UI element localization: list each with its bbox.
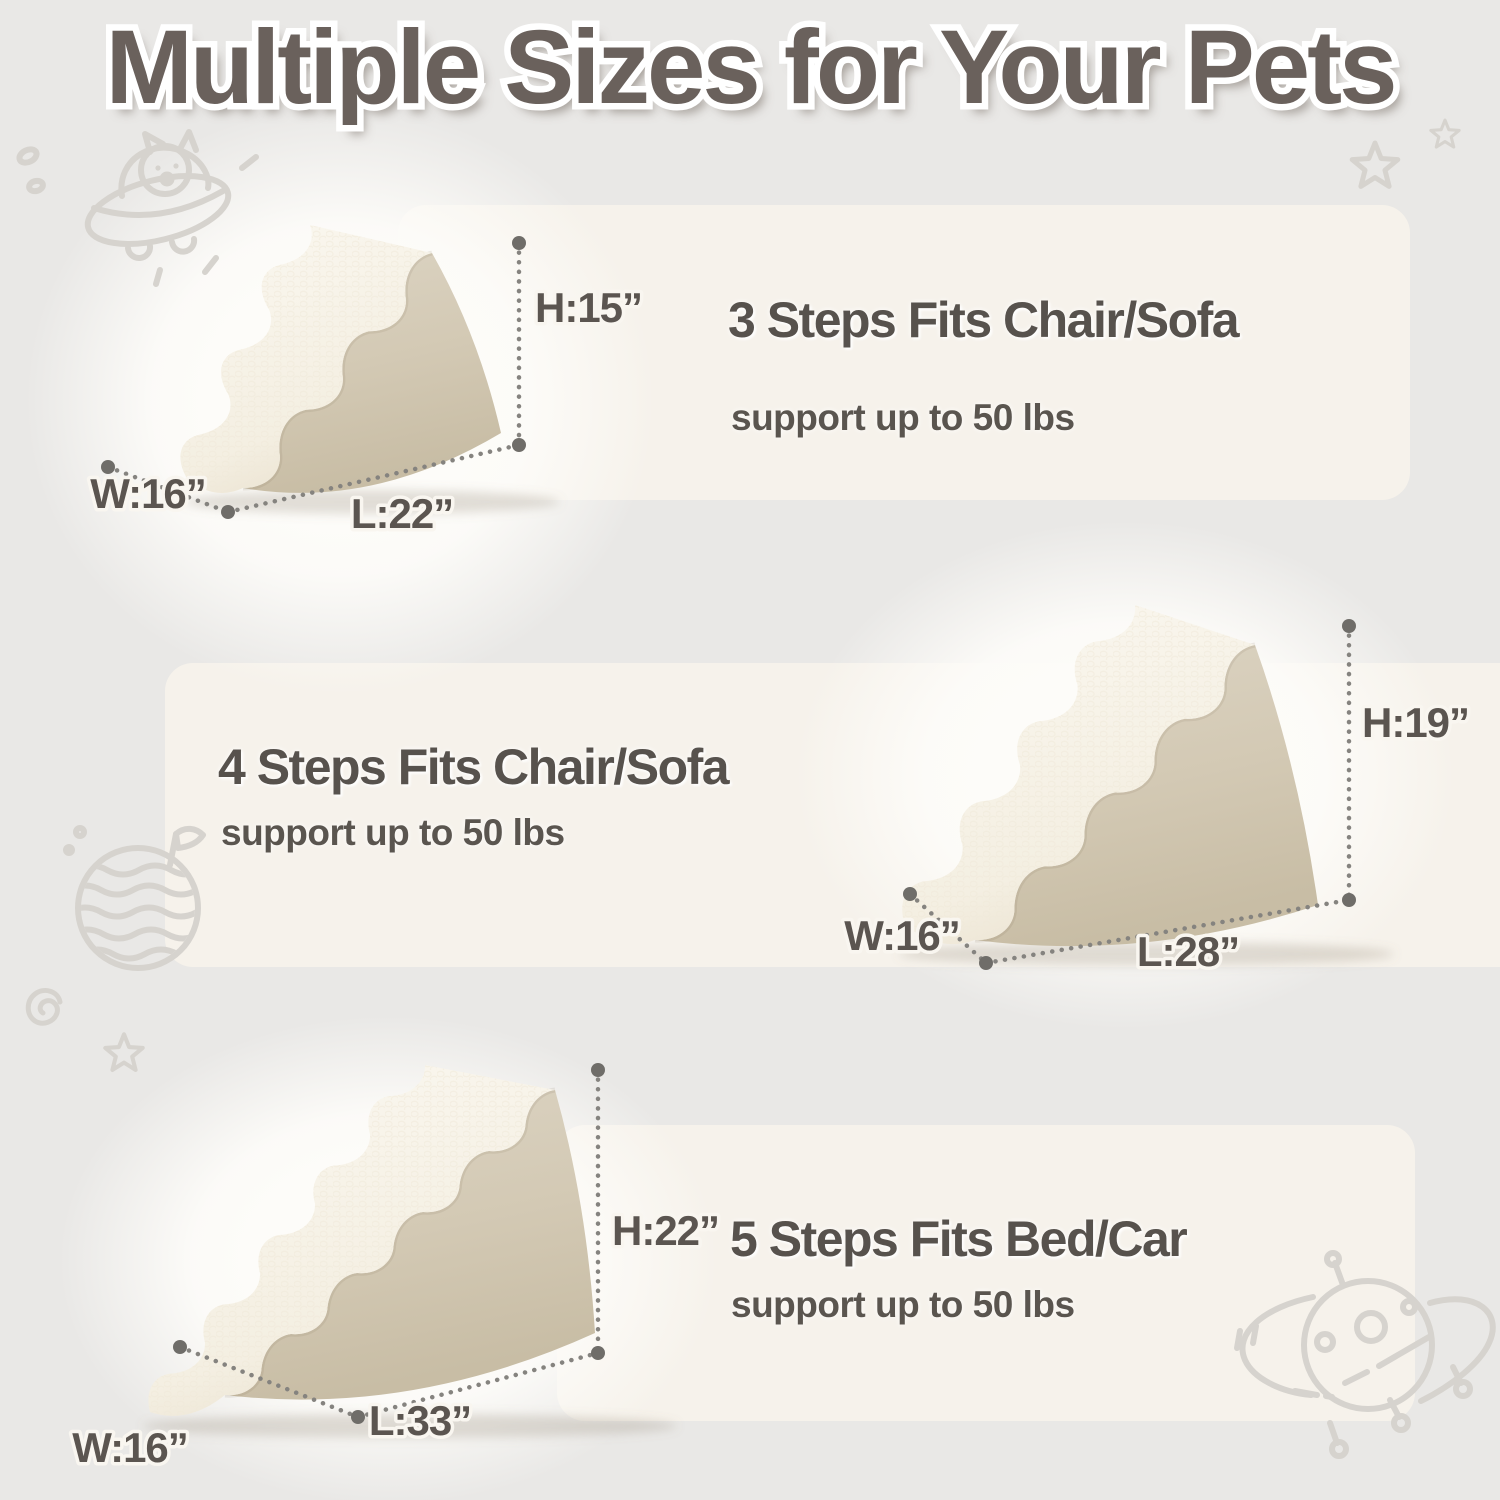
dimension-end-dot <box>173 1340 187 1354</box>
dimension-end-dot <box>1342 893 1356 907</box>
stair-side-panel <box>225 1090 595 1400</box>
cat-in-ufo-icon <box>10 108 280 293</box>
dimension-dotted-line <box>105 464 231 515</box>
height-dimension-label: H:22” <box>612 1207 719 1254</box>
stair-side-panel <box>975 645 1318 947</box>
dimension-end-dot <box>351 1410 365 1424</box>
dimension-dotted-line <box>225 442 522 515</box>
dimension-end-dot <box>512 236 526 250</box>
section-3-subtitle: support up to 50 lbs <box>731 1284 1075 1325</box>
dimension-end-dot <box>591 1346 605 1360</box>
product-illustration-5-step: H:22” L:33” W:16” <box>60 1040 740 1500</box>
dimension-dotted-line <box>907 891 989 966</box>
dimension-end-dot <box>512 438 526 452</box>
page-title-halo: Multiple Sizes for Your Pets <box>99 3 1404 133</box>
section-1-subtitle: support up to 50 lbs <box>731 397 1075 438</box>
width-dimension-label: W:16” <box>90 470 206 517</box>
width-dimension-label: W:16” <box>844 912 960 959</box>
dimension-end-dot <box>591 1063 605 1077</box>
stair-fleece-texture <box>148 1065 555 1416</box>
star-left-icon <box>100 1028 148 1076</box>
length-dimension-label: L:22” <box>351 490 453 537</box>
dimension-dotted-line <box>355 1350 601 1420</box>
length-dimension-label: L:28” <box>1137 928 1239 975</box>
stair-fleece-texture <box>180 225 432 493</box>
dimension-dotted-line <box>177 1344 361 1420</box>
stair-fleece-texture <box>902 605 1255 945</box>
height-dimension-label: H:19” <box>1362 699 1469 746</box>
section-2-heading: 4 Steps Fits Chair/Sofa <box>218 739 730 795</box>
width-dimension-label: W:16” <box>72 1424 188 1471</box>
page-title-text: Multiple Sizes for Your Pets <box>105 9 1397 126</box>
product-shadow <box>143 1414 677 1438</box>
dimension-end-dot <box>979 956 993 970</box>
page-title: Multiple Sizes for Your Pets Multiple Si… <box>0 3 1500 133</box>
alien-ufo-icon <box>1225 1245 1496 1475</box>
section-1-heading: 3 Steps Fits Chair/Sofa <box>728 292 1240 348</box>
product-shadow <box>184 490 560 514</box>
stars-top-right-icon <box>1340 105 1490 200</box>
section-2-subtitle: support up to 50 lbs <box>221 812 565 853</box>
height-dimension-label: H:15” <box>535 284 642 331</box>
striped-planet-flag-icon <box>55 822 225 987</box>
spiral-icon <box>20 983 68 1031</box>
stair-side-panel <box>243 253 501 493</box>
dimension-end-dot <box>221 505 235 519</box>
section-3-heading: 5 Steps Fits Bed/Car <box>730 1211 1188 1267</box>
length-dimension-label: L:33” <box>369 1397 471 1444</box>
dimension-end-dot <box>101 460 115 474</box>
product-illustration-4-step: H:19” L:28” W:16” <box>840 580 1480 1010</box>
dimension-end-dot <box>903 887 917 901</box>
product-illustration-3-step: H:15” L:22” W:16” <box>40 200 660 560</box>
product-shadow <box>898 942 1395 966</box>
dimension-dotted-line <box>983 897 1352 966</box>
dimension-end-dot <box>1342 619 1356 633</box>
